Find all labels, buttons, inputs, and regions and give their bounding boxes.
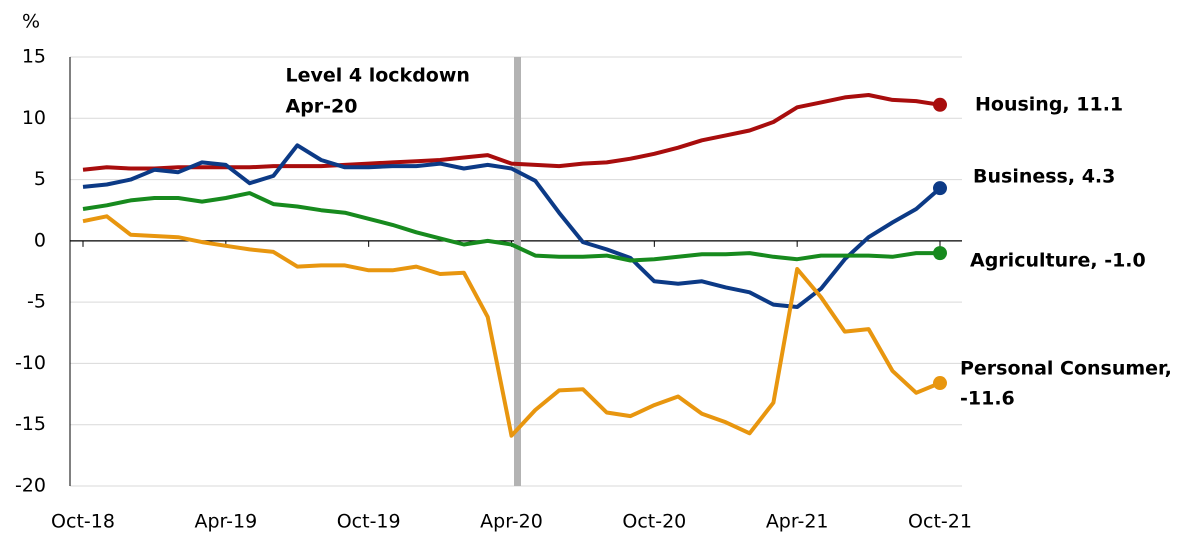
- series-line: [82, 214, 941, 438]
- annotation-text: Level 4 lockdown: [286, 65, 470, 87]
- x-tick-label: Oct-18: [51, 511, 115, 533]
- y-tick-label: 10: [22, 107, 46, 129]
- y-tick-label: -20: [15, 475, 46, 497]
- end-label: Agriculture, -1.0: [970, 250, 1146, 272]
- end-label: Business, 4.3: [973, 166, 1115, 188]
- series-line: [82, 93, 941, 172]
- end-label: -11.6: [960, 388, 1015, 410]
- end-dot: [933, 97, 947, 112]
- y-tick-label: 0: [34, 229, 46, 251]
- series-line: [82, 191, 940, 263]
- y-tick-label: -10: [15, 352, 46, 374]
- series-line: [82, 143, 942, 309]
- annotation-text: Apr-20: [286, 96, 358, 118]
- x-tick-label: Apr-21: [766, 511, 829, 533]
- y-tick-label: -5: [27, 291, 46, 313]
- y-axis-label: %: [22, 11, 40, 33]
- y-tick-label: 15: [22, 46, 46, 68]
- end-label: Personal Consumer,: [960, 358, 1172, 380]
- x-tick-label: Apr-19: [194, 511, 257, 533]
- end-dot: [933, 181, 947, 196]
- end-dot: [933, 376, 947, 391]
- x-tick-label: Oct-19: [337, 511, 401, 533]
- x-tick-label: Oct-20: [622, 511, 686, 533]
- y-tick-label: 5: [34, 168, 46, 190]
- x-tick-label: Oct-21: [908, 511, 972, 533]
- y-tick-label: -15: [15, 413, 46, 435]
- end-label: Housing, 11.1: [975, 93, 1123, 115]
- x-tick-label: Apr-20: [480, 511, 543, 533]
- end-dot: [933, 246, 947, 261]
